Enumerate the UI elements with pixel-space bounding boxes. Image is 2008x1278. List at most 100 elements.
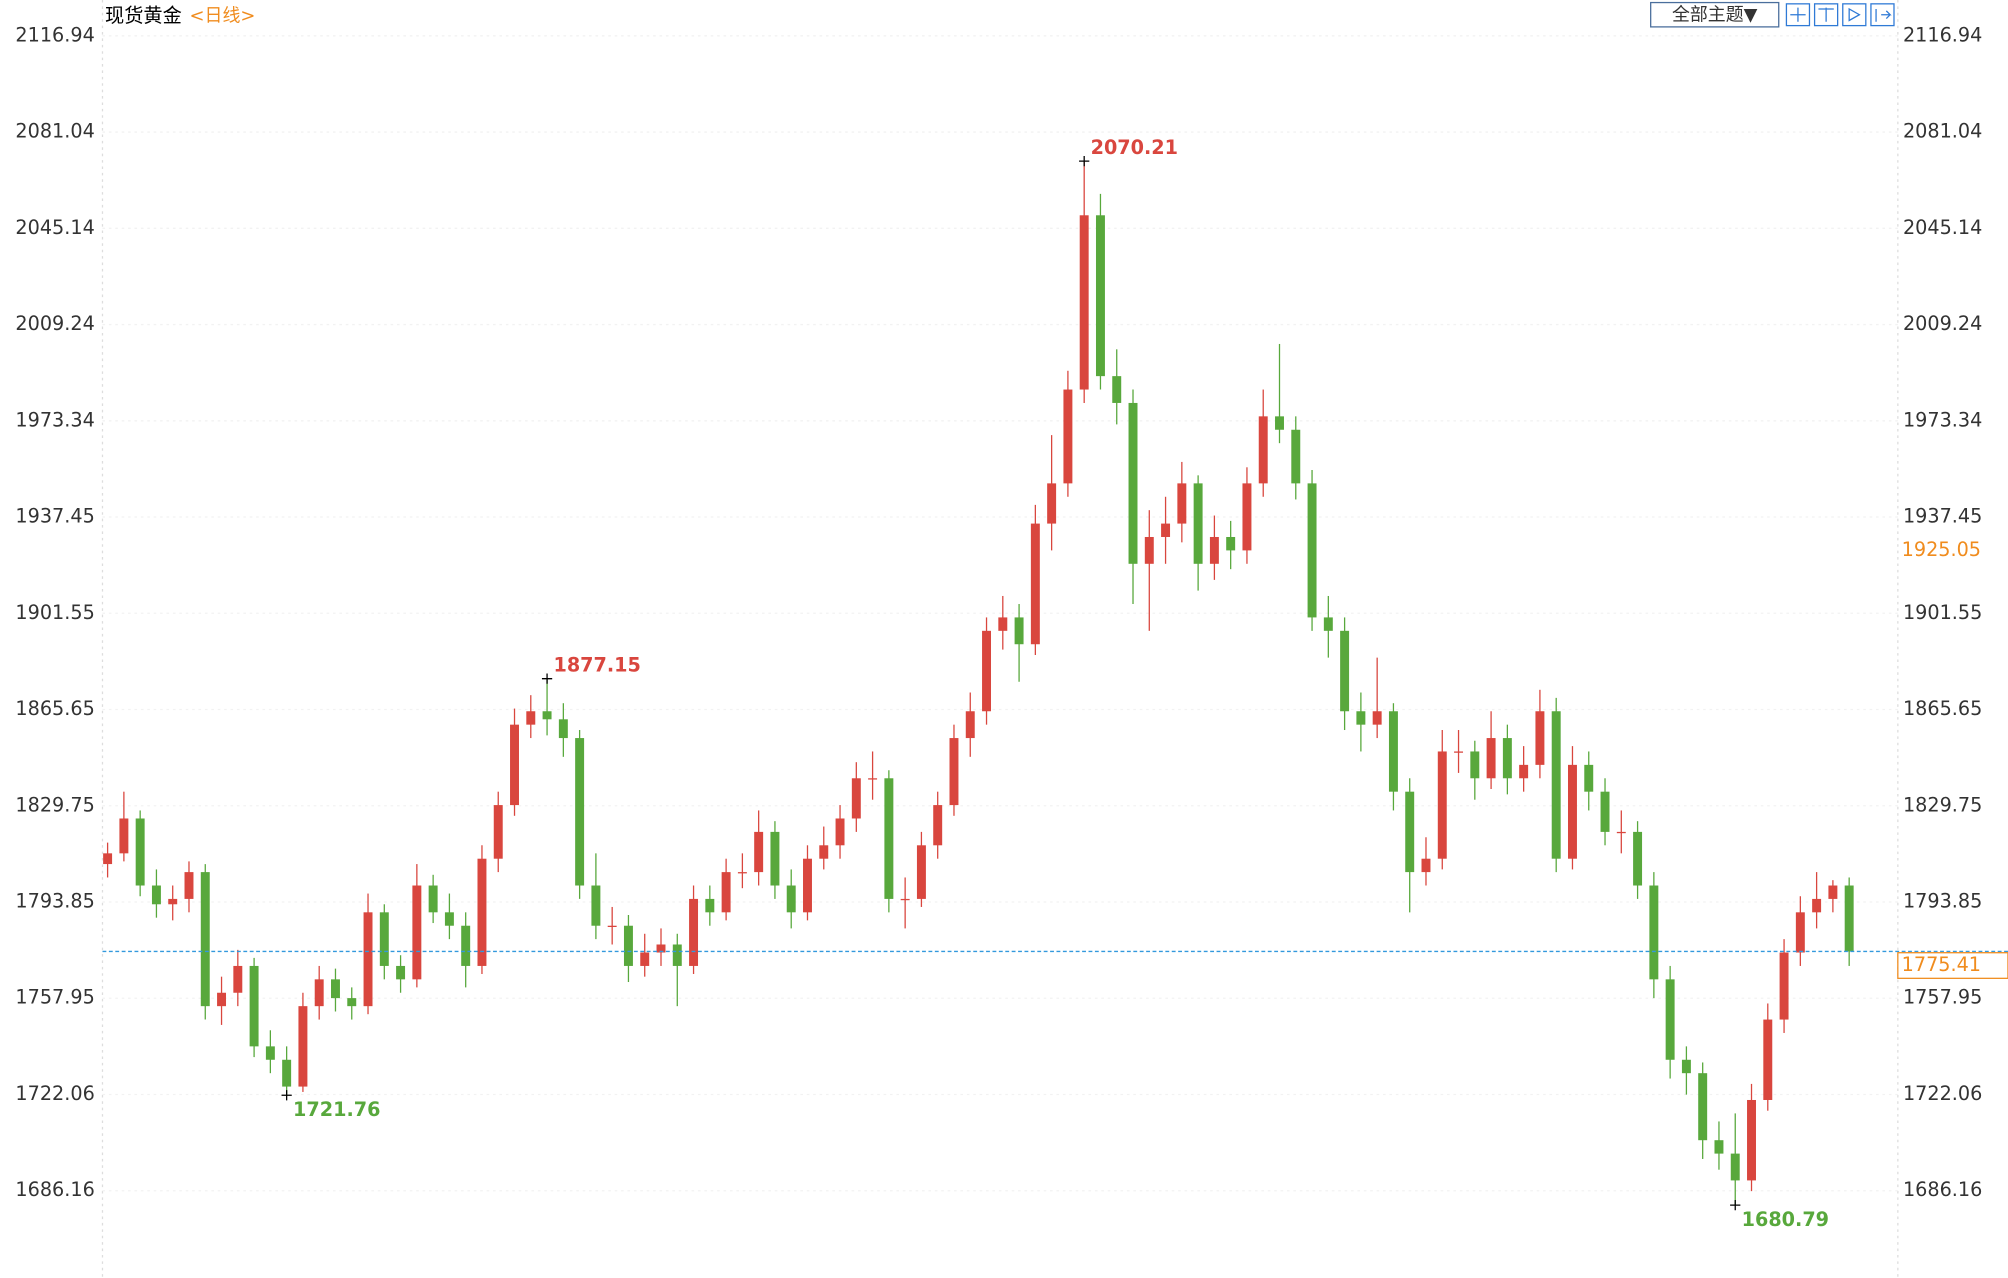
candle-body (1519, 764, 1529, 779)
candle-body (314, 979, 324, 1007)
y-tick-label: 1757.95 (15, 986, 94, 1009)
candle-body (330, 979, 340, 999)
candle-body (982, 630, 992, 712)
candle-body (217, 992, 227, 1007)
y2-tick-label: 1865.65 (1903, 697, 1982, 720)
extreme-label: 2070.21 (1091, 136, 1178, 159)
extreme-label: 1877.15 (553, 653, 640, 676)
candle-body (282, 1059, 292, 1087)
candle-body (1681, 1059, 1691, 1074)
y-tick-label: 1937.45 (15, 505, 94, 528)
candle-body (103, 853, 113, 865)
candle-body (933, 805, 943, 846)
candle-body (623, 925, 633, 966)
candle-body (1323, 617, 1333, 631)
candle-body (1535, 711, 1545, 765)
candle-body (1584, 764, 1594, 792)
candle-body (298, 1006, 308, 1087)
candle-body (1177, 483, 1187, 524)
candle-body (542, 711, 552, 720)
theme-button-label[interactable]: 全部主题▼ (1672, 4, 1758, 25)
y-tick-label: 2081.04 (15, 120, 94, 143)
candle-body (1747, 1099, 1756, 1181)
y2-tick-label: 1686.16 (1903, 1178, 1982, 1201)
candle-body (1405, 791, 1415, 873)
candle-body (493, 805, 503, 859)
theme-button[interactable] (1650, 1, 1780, 28)
y-tick-label: 1722.06 (15, 1082, 94, 1105)
candle-body (1470, 751, 1480, 779)
y2-tick-label: 1937.45 (1903, 505, 1982, 528)
candle-body (884, 778, 894, 899)
y2-tick-label: 1757.95 (1903, 986, 1982, 1009)
candle-body (1014, 617, 1024, 645)
candle-body (379, 912, 389, 966)
candle-body (1128, 402, 1138, 564)
y-tick-label: 1865.65 (15, 697, 94, 720)
last-price-box (1897, 952, 2008, 979)
candle-body (1226, 536, 1236, 551)
candle-body (151, 885, 161, 905)
candle-body (363, 912, 373, 1007)
candle-body (640, 952, 650, 966)
candle-body (868, 778, 878, 780)
candle-body (1567, 764, 1577, 859)
candle-body (770, 831, 780, 886)
y2-tick-label: 1829.75 (1903, 793, 1982, 816)
candle-body (444, 912, 454, 926)
y2-tick-label: 1973.34 (1903, 408, 1982, 431)
candle-body (1047, 483, 1057, 524)
y2-tick-label: 1793.85 (1903, 889, 1982, 912)
candle-body (705, 898, 715, 913)
candle-body (737, 872, 747, 874)
candle-body (1844, 885, 1854, 952)
candle-body (1763, 1019, 1773, 1100)
candle-body (656, 944, 666, 953)
candle-body (510, 724, 519, 806)
candle-body (1551, 711, 1561, 859)
candle-body (1730, 1153, 1740, 1181)
y-tick-label: 2009.24 (15, 312, 94, 335)
candle-body (1258, 416, 1268, 484)
candle-body (1356, 711, 1366, 725)
candle-body (1779, 952, 1789, 1020)
candle-body (1698, 1073, 1708, 1141)
candle-body (1486, 738, 1496, 779)
candle-body (1209, 536, 1219, 564)
y-tick-label: 2045.14 (15, 216, 94, 239)
extreme-marker (541, 673, 553, 684)
candle-body (265, 1046, 275, 1060)
candle-body (200, 872, 210, 1007)
candle-body (1291, 429, 1301, 484)
candle-body (461, 925, 471, 966)
y2-tick-label: 1901.55 (1903, 601, 1982, 624)
y2-tick-label: 2116.94 (1903, 23, 1982, 46)
candle-body (1095, 215, 1105, 377)
period-label[interactable]: <日线> (190, 6, 256, 27)
candle-body (1795, 912, 1805, 953)
candle-body (786, 885, 796, 913)
candle-body (1193, 483, 1203, 564)
candle-body (1600, 791, 1610, 832)
extreme-marker (281, 1090, 292, 1101)
y2-tick-label: 2045.14 (1903, 216, 1982, 239)
y-tick-label: 1973.34 (15, 408, 94, 431)
candle-body (1502, 738, 1512, 779)
candle-body (998, 617, 1008, 631)
candle-body (1144, 536, 1154, 564)
candle-body (1340, 630, 1350, 712)
y2-tick-label: 2081.04 (1903, 120, 1982, 143)
candle-body (607, 925, 617, 928)
candle-body (1030, 523, 1040, 645)
y2-tick-label: 2009.24 (1903, 312, 1982, 335)
candle-body (1649, 885, 1659, 980)
candle-body (1388, 711, 1398, 792)
extreme-marker (1730, 1199, 1741, 1211)
candle-body (949, 738, 959, 806)
candle-body (1828, 885, 1838, 899)
candle-body (1437, 751, 1447, 859)
candle-body (1633, 831, 1643, 886)
candle-body (1161, 523, 1171, 537)
candle-body (851, 778, 861, 819)
